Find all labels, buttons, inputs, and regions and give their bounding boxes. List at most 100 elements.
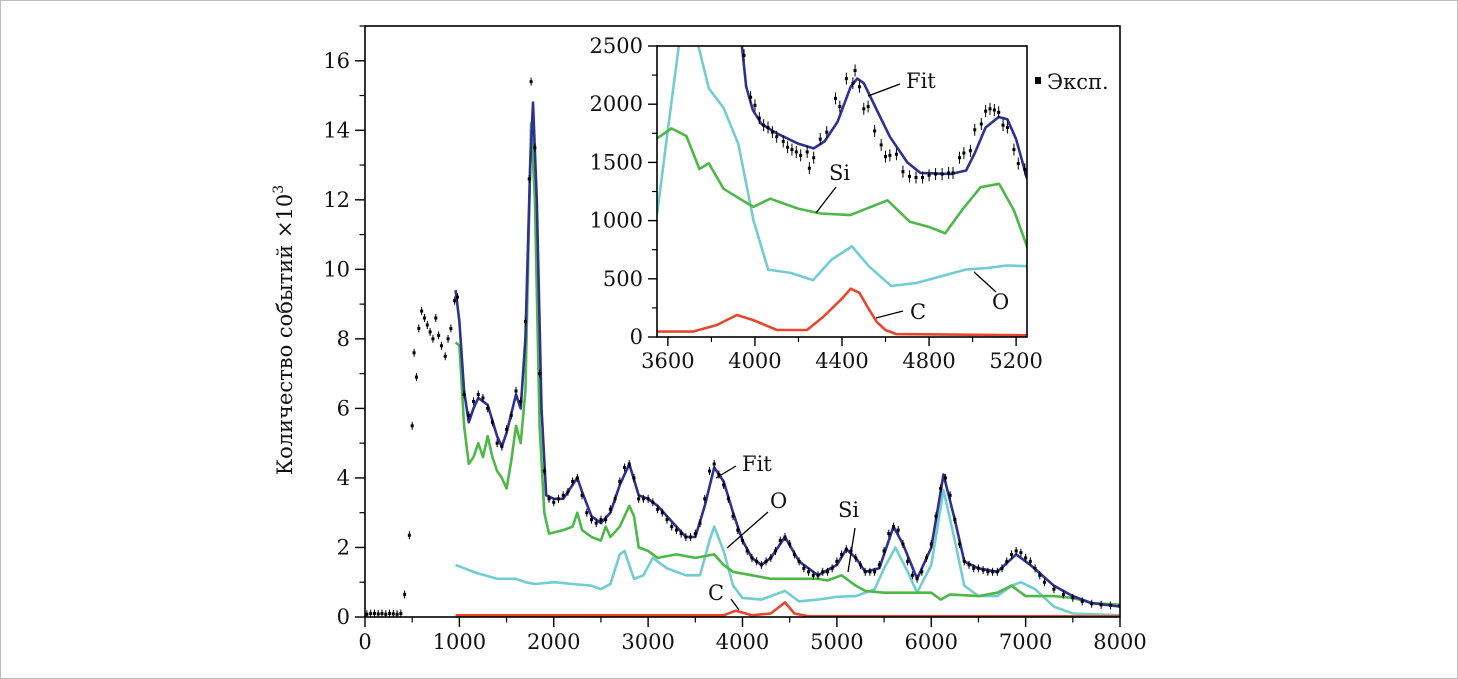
- data-point-marker: [1038, 573, 1042, 577]
- y-tick-label: 10: [323, 257, 350, 281]
- annotation-leader-line: [726, 511, 769, 549]
- data-point-marker: [962, 559, 966, 563]
- data-point: [519, 397, 523, 406]
- data-point: [1090, 599, 1094, 608]
- data-point-marker: [533, 146, 537, 150]
- data-point-marker: [887, 532, 891, 536]
- annotation-label-si: Si: [829, 161, 850, 185]
- data-point-marker: [818, 137, 822, 141]
- data-point: [656, 505, 660, 514]
- series-line-c: [455, 601, 1120, 617]
- data-point: [759, 560, 763, 569]
- annotation-label-fit: Fit: [742, 452, 772, 476]
- data-point-marker: [953, 518, 957, 522]
- data-point: [674, 526, 678, 535]
- data-point-marker: [844, 547, 848, 551]
- data-point-marker: [873, 570, 877, 574]
- data-point: [412, 348, 416, 357]
- data-point-marker: [490, 420, 494, 424]
- data-point: [887, 529, 891, 538]
- data-point-marker: [788, 542, 792, 546]
- data-point: [967, 560, 971, 569]
- data-point-marker: [786, 145, 790, 149]
- data-point-marker: [674, 528, 678, 532]
- series-line-fit: [740, 46, 1027, 180]
- data-point: [988, 102, 992, 115]
- data-point: [892, 522, 895, 531]
- series-line-c: [657, 287, 1027, 337]
- data-point-marker: [453, 299, 457, 303]
- data-point-marker: [962, 151, 966, 155]
- data-point-marker: [660, 511, 664, 515]
- data-point-marker: [995, 570, 999, 574]
- data-point-marker: [1023, 167, 1027, 171]
- data-point-marker: [1012, 148, 1016, 152]
- data-point: [877, 560, 881, 569]
- data-point-marker: [1024, 556, 1028, 560]
- data-point: [585, 508, 589, 517]
- data-point: [947, 166, 951, 179]
- data-point-marker: [412, 351, 416, 355]
- data-point-marker: [951, 171, 955, 175]
- data-point-marker: [1052, 587, 1056, 591]
- data-point-marker: [1080, 599, 1084, 603]
- data-point-marker: [807, 570, 811, 574]
- data-point: [943, 473, 947, 482]
- data-point-marker: [552, 500, 556, 504]
- data-point: [844, 72, 848, 85]
- data-point-marker: [632, 476, 636, 480]
- data-point: [455, 293, 459, 302]
- data-point-marker: [973, 128, 977, 132]
- data-point: [741, 536, 744, 545]
- data-point-marker: [604, 518, 608, 522]
- data-point-marker: [399, 612, 403, 616]
- x-tick-label: 6000: [905, 630, 958, 654]
- data-point-marker: [868, 570, 872, 574]
- data-point: [973, 123, 977, 136]
- data-point-marker: [888, 153, 892, 157]
- data-point-marker: [877, 563, 881, 567]
- data-point: [505, 425, 509, 434]
- data-point-marker: [693, 532, 697, 536]
- plot-background: [657, 46, 1027, 337]
- data-point-marker: [781, 139, 785, 143]
- data-point: [717, 470, 721, 479]
- annotation-label-o: O: [770, 489, 787, 513]
- data-point: [449, 324, 453, 333]
- data-point-marker: [774, 549, 778, 553]
- data-point: [851, 77, 855, 90]
- data-point: [807, 162, 811, 175]
- data-point-marker: [879, 143, 883, 147]
- data-point: [434, 314, 438, 323]
- data-point-marker: [431, 337, 435, 341]
- data-point-marker: [717, 472, 721, 476]
- annotation-label-si: Si: [838, 498, 859, 522]
- data-point: [533, 143, 537, 152]
- data-point: [863, 567, 867, 576]
- data-point: [818, 133, 822, 146]
- data-point: [995, 567, 999, 576]
- data-point: [594, 519, 598, 528]
- data-point-marker: [775, 135, 779, 139]
- data-point-marker: [1016, 162, 1020, 166]
- data-point: [486, 404, 490, 413]
- data-point: [476, 390, 480, 399]
- data-point: [882, 546, 886, 555]
- data-point-marker: [627, 462, 631, 466]
- data-point: [1024, 553, 1028, 562]
- data-point-marker: [979, 122, 983, 126]
- data-point: [736, 526, 740, 535]
- data-point-marker: [799, 153, 803, 157]
- data-point-marker: [684, 535, 688, 539]
- data-point: [1033, 564, 1037, 573]
- data-point: [894, 148, 898, 161]
- data-point: [580, 491, 584, 500]
- data-point-marker: [422, 316, 426, 320]
- data-point: [722, 480, 726, 489]
- data-point: [750, 553, 754, 562]
- data-point: [627, 460, 631, 469]
- data-point-marker: [934, 514, 938, 518]
- data-point: [769, 553, 773, 562]
- data-point-marker: [566, 490, 570, 494]
